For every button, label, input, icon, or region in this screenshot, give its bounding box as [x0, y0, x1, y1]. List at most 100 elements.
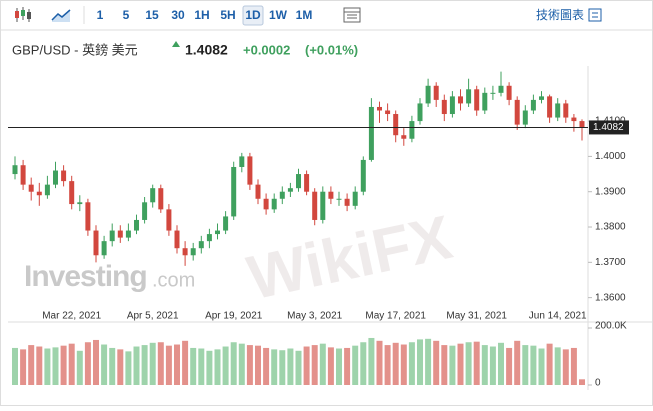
volume-bar: [44, 348, 51, 385]
candle-body: [547, 96, 553, 118]
area-icon[interactable]: [51, 9, 71, 22]
candle-body: [174, 230, 180, 249]
last-price: 1.4082: [185, 42, 228, 58]
candle-body: [12, 165, 18, 175]
candle-body: [255, 184, 261, 199]
interval-button[interactable]: 1W: [269, 8, 288, 22]
candle-body: [231, 166, 237, 217]
candle-body: [425, 85, 431, 104]
candle-body: [571, 117, 577, 122]
chart-link-icon[interactable]: [588, 8, 602, 22]
candle-body: [198, 241, 204, 249]
volume-bar: [271, 349, 278, 385]
interval-button[interactable]: 5H: [220, 8, 235, 22]
volume-bar: [117, 349, 124, 385]
candle-body: [93, 230, 99, 256]
candle-body: [474, 89, 480, 111]
interval-button[interactable]: 1: [97, 8, 104, 22]
candle-body: [514, 99, 520, 125]
volume-bar: [465, 342, 472, 385]
x-tick-label: Apr 19, 2021: [205, 311, 263, 322]
table-icon[interactable]: [343, 7, 361, 23]
candle-body: [336, 198, 342, 200]
y-tick-label: 1.3600: [595, 292, 626, 303]
interval-button[interactable]: 1M: [296, 8, 313, 22]
watermark-logo-suffix: .com: [152, 269, 195, 291]
volume-bar: [52, 347, 59, 385]
candle-body: [85, 202, 91, 231]
volume-bar: [93, 339, 99, 385]
candle-body: [223, 216, 229, 231]
volume-bar: [263, 347, 270, 385]
volume-bar: [522, 345, 529, 385]
active-interval: [242, 5, 264, 26]
volume-bar: [319, 343, 326, 385]
chart-link[interactable]: 技術圖表: [536, 8, 584, 22]
candle-body: [215, 230, 220, 235]
volume-bar: [60, 345, 67, 385]
candle-body: [44, 184, 50, 196]
candle-body: [304, 174, 310, 192]
volume-bar: [222, 346, 229, 385]
last-price-label: 1.4082: [593, 122, 624, 133]
candle-body: [409, 121, 415, 139]
candle-body: [53, 170, 58, 185]
candle-body: [109, 230, 115, 242]
interval-button[interactable]: 1D: [245, 8, 261, 22]
interval-button[interactable]: 5: [123, 8, 130, 22]
candle-body: [166, 209, 172, 231]
volume-bar: [352, 345, 359, 385]
candle-body: [182, 248, 188, 256]
volume-bar: [400, 344, 407, 385]
candle-body: [247, 156, 253, 185]
interval-button[interactable]: 1H: [194, 8, 209, 22]
y-tick-label: 1.3800: [595, 222, 626, 233]
candle-body: [77, 202, 83, 205]
candle-body: [296, 174, 301, 189]
candle-body: [498, 85, 504, 93]
candle-body: [352, 191, 358, 206]
volume-bar: [157, 342, 164, 385]
volume-bar: [206, 350, 213, 385]
candle-body: [360, 159, 366, 192]
volume-bar: [368, 337, 375, 385]
volume-bar: [255, 345, 261, 385]
candle-body: [393, 114, 399, 136]
volume-bar: [327, 347, 334, 385]
volume-bar: [441, 345, 448, 385]
volume-bar: [28, 345, 35, 385]
candle-body: [482, 92, 488, 111]
volume-tick-label: 200.0K: [595, 321, 627, 332]
volume-bar: [489, 346, 496, 385]
candle-body: [385, 110, 391, 115]
volume-bar: [506, 347, 513, 385]
candle-icon[interactable]: [15, 7, 31, 22]
volume-bar: [473, 341, 480, 385]
volume-bar: [554, 347, 561, 385]
volume-bar: [141, 345, 148, 385]
candle-body: [449, 96, 455, 115]
x-tick-label: Mar 22, 2021: [42, 311, 101, 322]
candle-body: [239, 156, 245, 167]
interval-button[interactable]: 30: [171, 8, 185, 22]
candle-body: [61, 170, 67, 182]
candle-body: [433, 85, 439, 100]
volume-bar: [336, 348, 342, 385]
x-tick-label: May 3, 2021: [287, 311, 342, 322]
watermark-logo: Investing: [24, 260, 147, 293]
volume-bar: [214, 349, 221, 385]
volume-bar: [295, 350, 302, 385]
volume-bar: [109, 347, 116, 385]
volume-bar: [125, 351, 132, 385]
volume-bar: [246, 345, 253, 385]
candle-body: [506, 85, 512, 100]
interval-button[interactable]: 15: [145, 8, 159, 22]
candle-body: [279, 191, 285, 199]
candle-body: [539, 96, 544, 100]
symbol: GBP/USD - 英鎊 美元: [12, 42, 138, 57]
candle-body: [320, 191, 326, 220]
change-percent: (+0.01%): [305, 42, 358, 57]
volume-bar: [498, 342, 504, 385]
change: +0.0002: [243, 42, 290, 57]
